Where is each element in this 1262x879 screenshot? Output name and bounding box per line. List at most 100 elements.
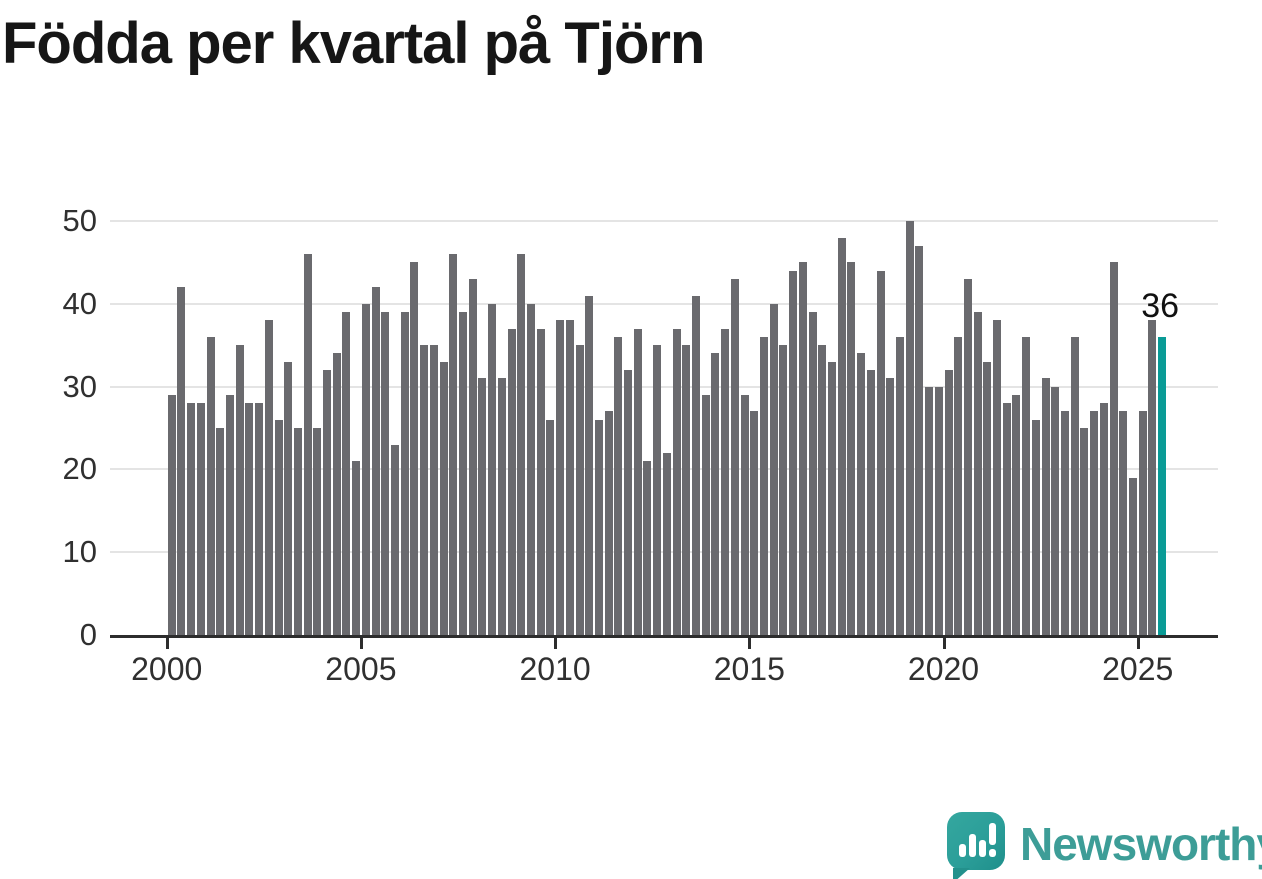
bar [857,353,866,635]
bar [187,403,196,635]
x-axis-tick-label: 2015 [713,651,785,687]
logo-chart-bar-icon [959,844,966,857]
bar [323,370,332,635]
logo-chart-bar-icon [979,840,986,857]
bar [1109,262,1118,635]
bar [760,336,768,635]
bar [449,254,458,635]
bar [546,419,555,635]
brand-wordmark: Newsworthy [1020,818,1262,870]
bar [769,303,778,635]
bar [303,254,312,635]
bar [682,345,691,635]
bar [468,278,477,635]
bar [925,386,934,635]
bar [391,444,400,635]
bar [284,361,293,635]
gridline [110,385,1218,388]
y-axis-tick-label: 30 [62,368,97,404]
x-axis-tick-label: 2005 [325,651,397,687]
bar [585,295,594,635]
bar [934,386,943,635]
bar [1128,477,1137,635]
y-axis-tick-label: 50 [62,203,97,238]
bar [1070,336,1079,635]
highlighted-bar [1158,336,1167,635]
bar [536,328,545,635]
y-axis-tick-label: 40 [62,285,97,321]
bar [420,345,429,635]
bar [750,411,759,635]
bar [653,345,662,635]
plot-area: 0 10 20 30 40 50 2000 2005 2010 2015 2020 2025 36 [63,205,1218,685]
bar [847,262,856,635]
bar [876,270,885,635]
bar [361,303,370,635]
bar [556,320,565,635]
chart-title: Födda per kvartal på Tjörn [2,11,705,76]
bar [692,295,701,635]
bar [789,270,798,635]
bar [1090,411,1099,635]
logo-speech-tail-icon [953,868,970,879]
bar [507,328,516,635]
x-axis-tick-label: 2020 [907,651,980,687]
bar [196,403,205,635]
bar [954,336,963,635]
bar [565,320,574,635]
bar [837,237,846,635]
x-axis-tick [359,638,363,649]
bar [177,287,186,635]
y-axis-tick-label: 20 [62,451,97,487]
bar [1022,336,1031,635]
newsworthy-logo-icon [947,812,1005,870]
bar [497,378,506,635]
newsworthy-logo: Newsworthy [946,810,1262,879]
bar [1041,378,1050,635]
bar [818,345,827,635]
bar [1148,320,1157,635]
bar [633,328,642,635]
bar [1119,411,1128,635]
bar [1031,419,1040,635]
bar [701,394,710,635]
bar [400,312,409,635]
bar [721,328,730,635]
bar [459,312,467,635]
bar [730,278,739,635]
bar [993,320,1002,635]
bar [575,345,584,635]
bar [235,345,244,635]
bar [886,378,895,635]
bar [973,312,982,635]
bar [798,262,807,635]
gridline [110,220,1218,222]
bar [371,287,380,635]
bar [381,312,390,635]
highlight-value-label: 36 [1141,286,1180,325]
bar [827,361,836,635]
bar [429,345,438,635]
bar [624,370,633,635]
bar [808,312,817,635]
logo-chart-bar-icon [969,834,976,857]
bar [167,394,176,635]
x-axis-tick-label: 2010 [519,651,591,687]
bar [614,336,623,635]
logo-exclamation-dot-icon [989,849,996,857]
bar [264,320,273,635]
x-axis-tick-label: 2025 [1102,651,1174,687]
bar [439,361,448,635]
bar [293,428,302,635]
bar [895,336,904,635]
bar [963,278,972,635]
bar [662,452,671,635]
bar [915,245,924,635]
bar [779,345,788,635]
gridline [110,302,1218,305]
bar [342,312,351,635]
bar [352,461,361,635]
bar [1002,403,1011,635]
logo-exclamation-icon [989,823,996,845]
